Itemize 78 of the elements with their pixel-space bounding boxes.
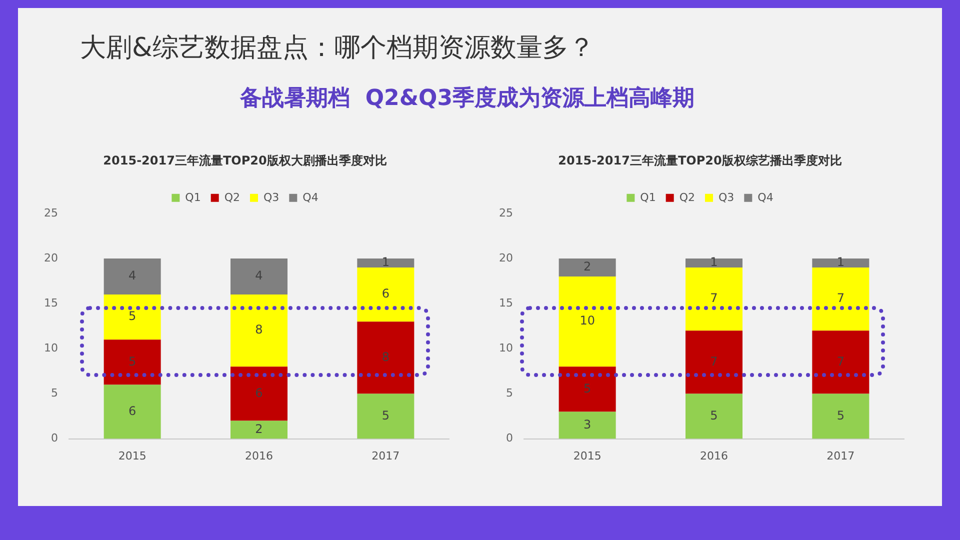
data-label: 4 bbox=[128, 268, 136, 283]
bar bbox=[357, 394, 414, 439]
bar bbox=[558, 366, 616, 412]
bar bbox=[230, 420, 288, 439]
bar bbox=[104, 340, 161, 385]
bar bbox=[558, 258, 616, 277]
data-label: 5 bbox=[128, 309, 136, 324]
legend-label: Q3 bbox=[264, 190, 280, 204]
data-label: 1 bbox=[710, 255, 718, 270]
bar bbox=[104, 384, 161, 439]
bar bbox=[357, 267, 414, 322]
bar bbox=[812, 258, 870, 268]
text: 备战暑期档 Q2&Q3季度成为资源上档高峰期 bbox=[240, 84, 696, 113]
y-tick-label: 25 bbox=[44, 206, 58, 220]
legend-label: Q2 bbox=[679, 190, 696, 204]
bar bbox=[686, 267, 742, 331]
y-tick-label: 0 bbox=[506, 432, 513, 445]
bar bbox=[104, 294, 161, 340]
data-label: 8 bbox=[382, 350, 390, 364]
chart-title: 2015-2017三年流量TOP20版权大剧播出季度对比 bbox=[103, 153, 387, 168]
x-tick-label: 2016 bbox=[700, 449, 728, 462]
y-tick-label: 20 bbox=[498, 251, 513, 264]
y-tick-label: 0 bbox=[50, 432, 58, 445]
data-label: 7 bbox=[710, 291, 718, 306]
y-tick-label: 10 bbox=[498, 342, 513, 354]
bar bbox=[812, 330, 870, 394]
data-label: 5 bbox=[128, 354, 136, 368]
y-tick-label: 20 bbox=[44, 251, 58, 264]
data-label: 6 bbox=[255, 386, 263, 400]
chart-title: 2015-2017三年流量TOP20版权综艺播出季度对比 bbox=[558, 153, 842, 168]
x-tick-label: 2016 bbox=[245, 449, 273, 462]
y-tick-label: 5 bbox=[506, 386, 513, 400]
x-tick-label: 2017 bbox=[826, 449, 855, 462]
data-label: 10 bbox=[580, 314, 595, 328]
text: 大剧&综艺数据盘点：哪个档期资源数量多？ bbox=[80, 32, 596, 65]
data-label: 3 bbox=[584, 417, 592, 432]
y-tick-label: 5 bbox=[50, 386, 58, 400]
data-label: 2 bbox=[584, 260, 592, 274]
bar bbox=[686, 258, 742, 268]
data-label: 2 bbox=[255, 422, 263, 436]
bar bbox=[812, 394, 870, 439]
data-label: 7 bbox=[836, 291, 844, 306]
bar bbox=[686, 330, 742, 394]
data-label: 8 bbox=[255, 322, 263, 337]
legend-label: Q2 bbox=[224, 190, 240, 204]
data-label: 5 bbox=[584, 381, 592, 396]
bar bbox=[104, 258, 161, 295]
y-tick-label: 25 bbox=[498, 206, 513, 220]
x-tick-label: 2017 bbox=[372, 449, 400, 462]
data-label: 7 bbox=[710, 354, 718, 368]
x-tick-label: 2015 bbox=[573, 449, 602, 462]
bar bbox=[230, 366, 288, 421]
y-tick-label: 15 bbox=[44, 296, 58, 310]
data-label: 6 bbox=[382, 286, 390, 301]
data-label: 1 bbox=[836, 255, 844, 270]
legend-label: Q1 bbox=[640, 190, 656, 204]
data-label: 5 bbox=[836, 408, 844, 422]
y-tick-label: 15 bbox=[498, 296, 513, 310]
legend-label: Q4 bbox=[302, 190, 318, 204]
bar bbox=[558, 412, 616, 439]
data-label: 6 bbox=[128, 404, 136, 418]
bar bbox=[686, 394, 742, 439]
x-tick-label: 2015 bbox=[118, 449, 146, 462]
bar bbox=[812, 267, 870, 331]
data-label: 5 bbox=[382, 408, 390, 422]
bar bbox=[558, 276, 616, 367]
y-tick-label: 10 bbox=[44, 342, 58, 354]
legend-label: Q1 bbox=[185, 190, 201, 204]
bar bbox=[230, 258, 288, 295]
bar bbox=[230, 294, 288, 367]
bar bbox=[357, 322, 414, 394]
data-label: 4 bbox=[255, 268, 263, 283]
data-label: 5 bbox=[710, 408, 718, 422]
legend-label: Q3 bbox=[718, 190, 734, 204]
legend-label: Q4 bbox=[758, 190, 774, 204]
data-label: 1 bbox=[382, 255, 390, 270]
bar bbox=[357, 258, 414, 268]
data-label: 7 bbox=[836, 354, 844, 368]
